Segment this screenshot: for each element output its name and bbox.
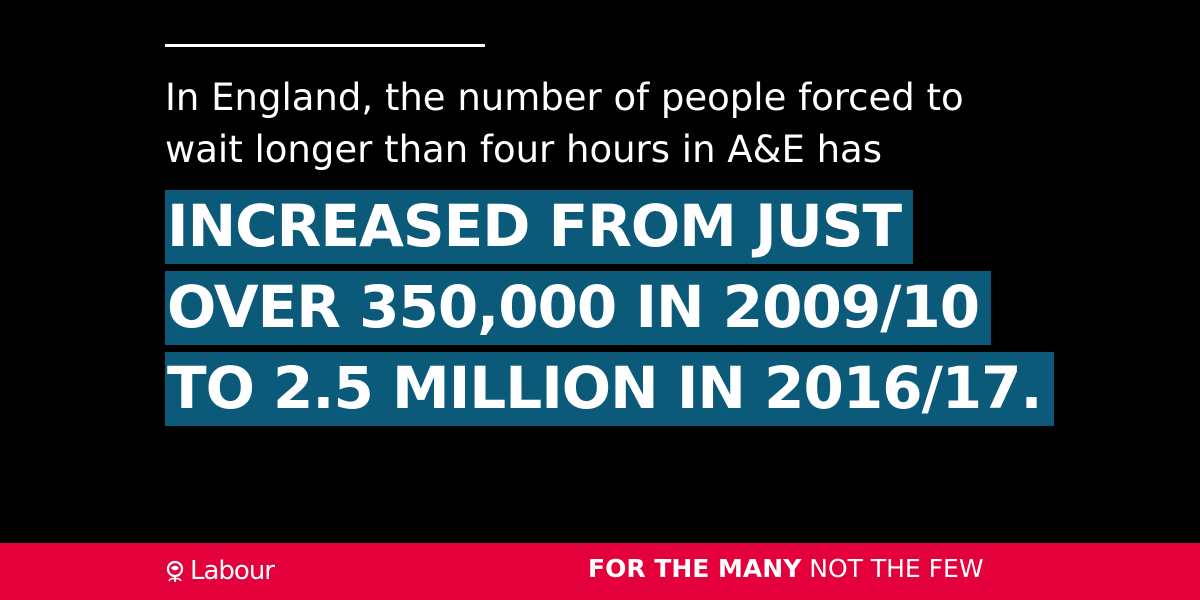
intro-text: In England, the number of people forced … — [165, 72, 1045, 176]
logo-text: Labour — [190, 556, 275, 586]
intro-line-1: In England, the number of people forced … — [165, 76, 964, 119]
headline: INCREASED FROM JUST OVER 350,000 IN 2009… — [165, 186, 1105, 429]
slogan-strong: FOR THE MANY — [588, 554, 802, 583]
headline-line: INCREASED FROM JUST — [165, 186, 1105, 267]
headline-line-text: OVER 350,000 IN 2009/10 — [165, 271, 992, 345]
slogan-light: NOT THE FEW — [809, 554, 984, 583]
headline-line: OVER 350,000 IN 2009/10 — [165, 267, 1105, 348]
footer-bar — [0, 543, 1200, 600]
rose-icon — [166, 560, 184, 582]
headline-line-text: TO 2.5 MILLION IN 2016/17. — [165, 352, 1054, 426]
headline-line: TO 2.5 MILLION IN 2016/17. — [165, 348, 1105, 429]
decorative-rule — [165, 44, 485, 47]
intro-line-2: wait longer than four hours in A&E has — [165, 128, 882, 171]
headline-line-text: INCREASED FROM JUST — [165, 190, 914, 264]
slogan: FOR THE MANY NOT THE FEW — [588, 551, 984, 587]
labour-logo: Labour — [163, 553, 275, 589]
